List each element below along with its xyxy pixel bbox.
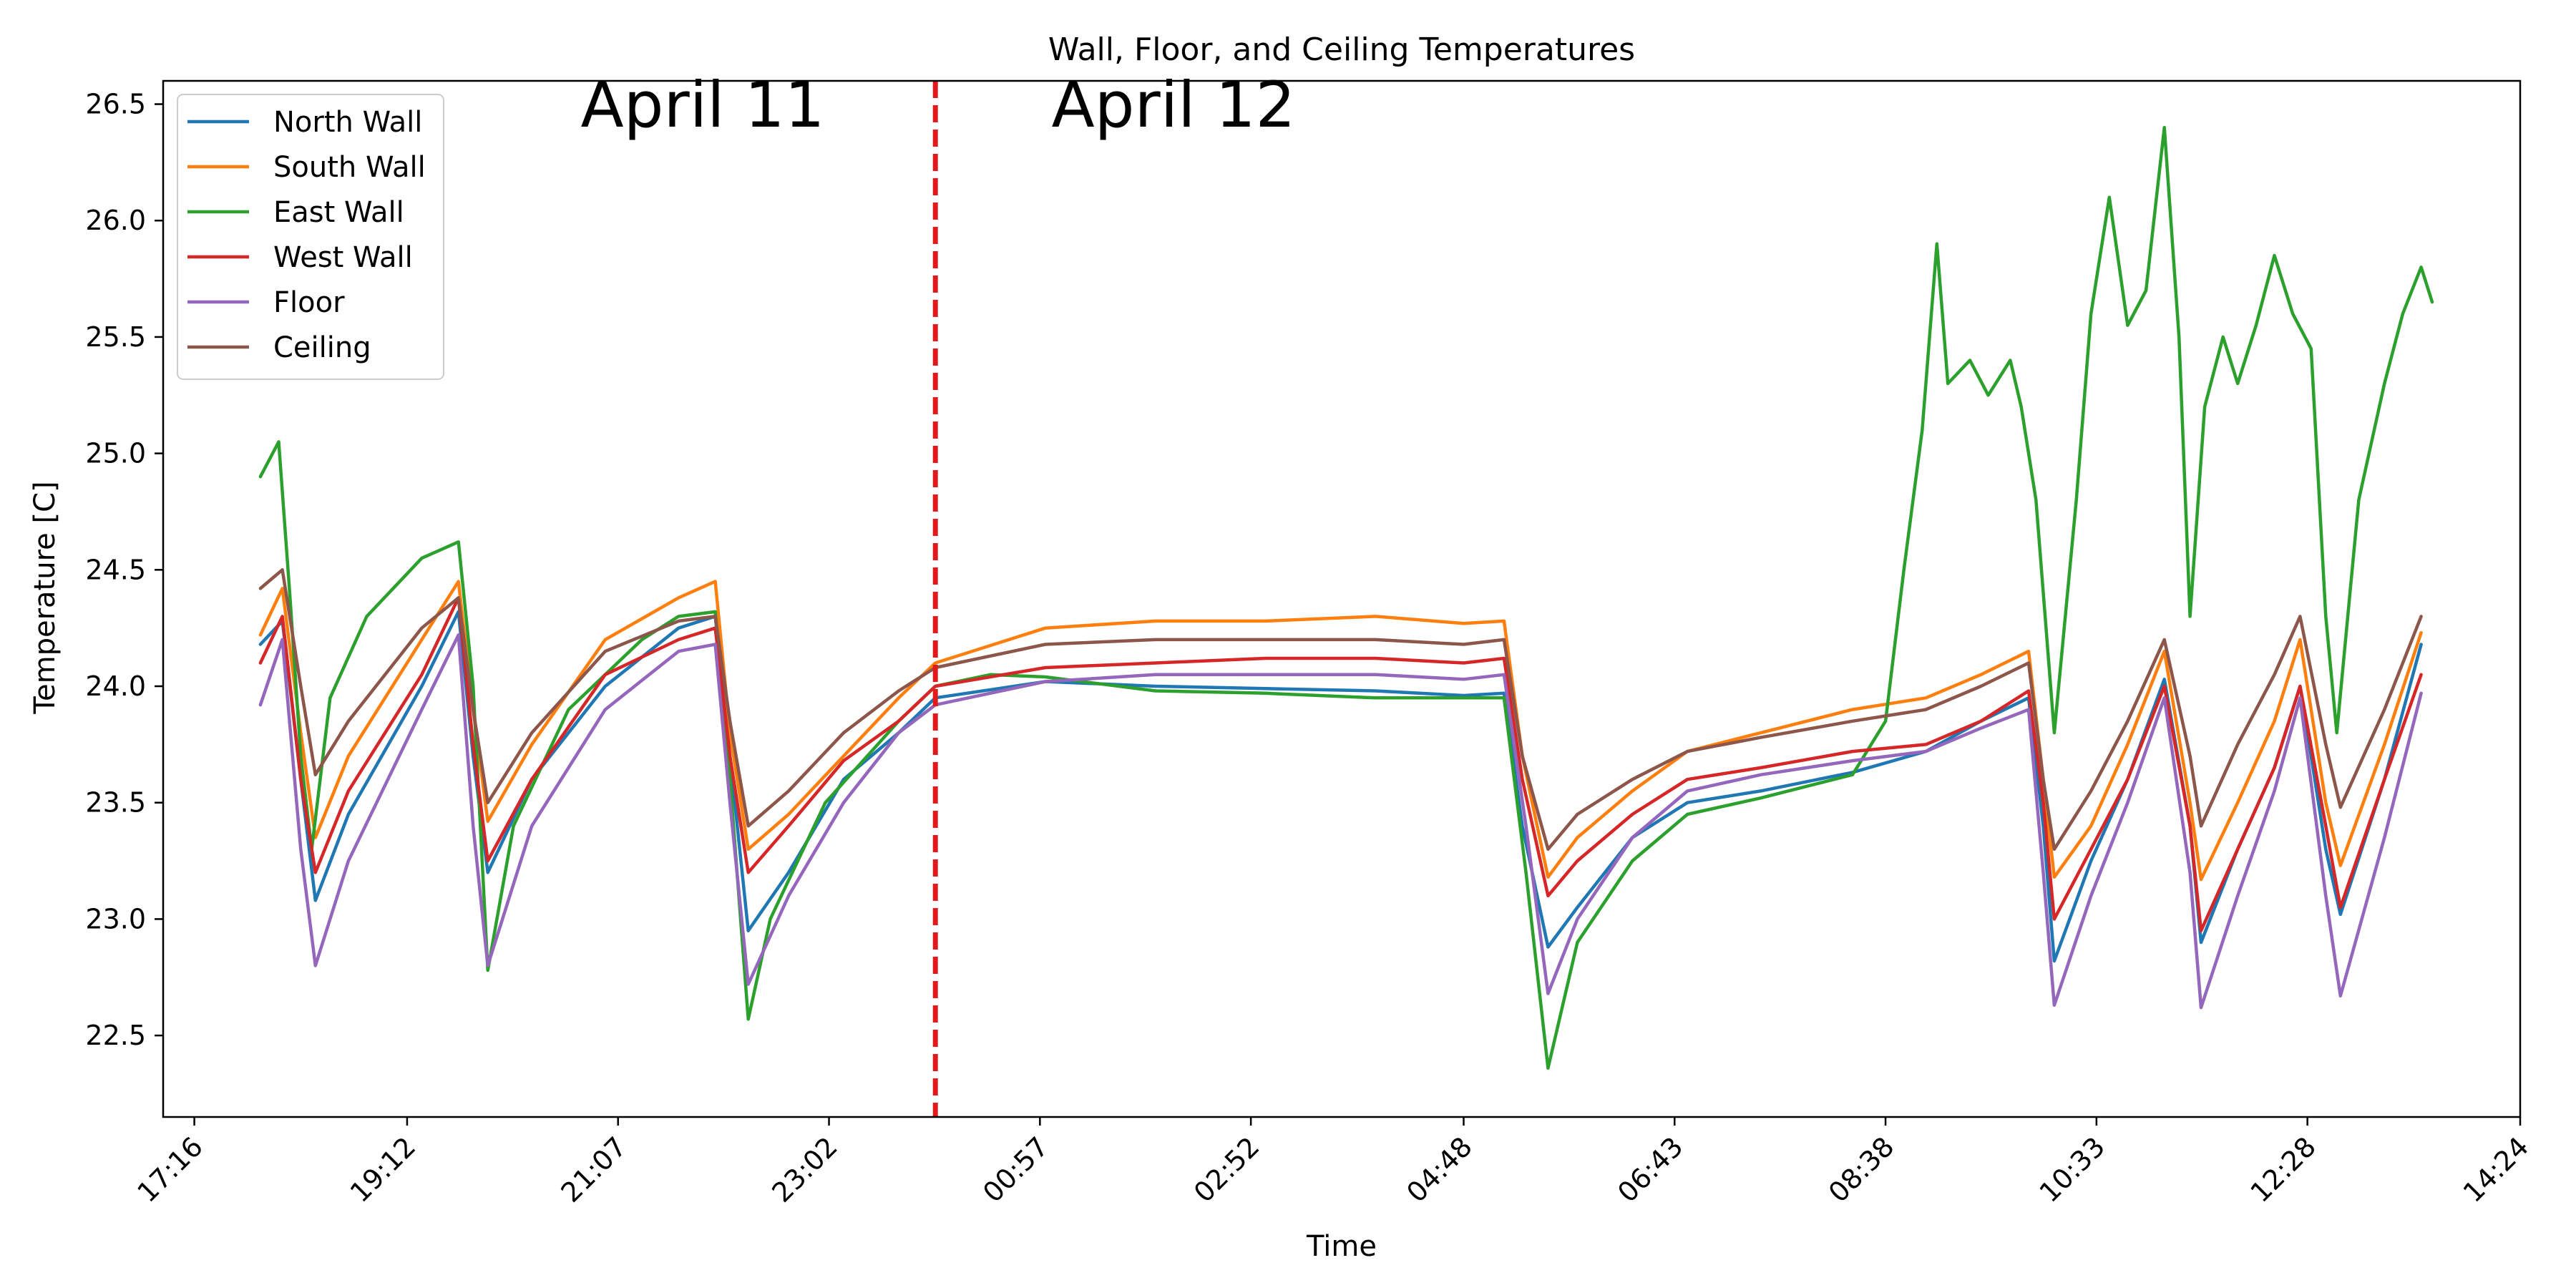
legend-label-floor: Floor [273, 286, 345, 319]
y-tick-label: 24.0 [85, 670, 146, 702]
annotation-april-11: April 11 [580, 68, 824, 142]
series-line-west-wall [258, 596, 2423, 932]
legend-label-south-wall: South Wall [273, 151, 426, 184]
y-tick-label: 24.5 [85, 554, 146, 585]
legend: North Wall South Wall East Wall West Wall Fl… [177, 94, 444, 380]
y-tick-label: 26.5 [85, 89, 146, 120]
plot-frame [162, 79, 2522, 1118]
legend-label-ceiling: Ceiling [273, 331, 371, 364]
y-tick-label: 23.5 [85, 787, 146, 819]
y-tick-label: 26.0 [85, 205, 146, 236]
y-axis: 22.5 23.0 23.5 24.0 24.5 25.0 25.5 26.0 26.5 [85, 89, 163, 1051]
y-axis-title: Temperature [C] [29, 481, 62, 714]
series-line-south-wall [258, 580, 2423, 882]
legend-label-north-wall: North Wall [273, 106, 422, 139]
chart-title: Wall, Floor, and Ceiling Temperatures [1048, 31, 1635, 68]
y-tick-label: 23.0 [85, 903, 146, 935]
x-axis-title: Time [1306, 1230, 1377, 1263]
series-layer [258, 125, 2434, 1070]
y-tick-label: 22.5 [85, 1020, 146, 1051]
legend-label-west-wall: West Wall [273, 241, 413, 274]
series-line-ceiling [258, 568, 2423, 852]
annotation-april-12: April 12 [1051, 68, 1295, 142]
series-line-east-wall [258, 125, 2434, 1070]
series-line-floor [258, 633, 2423, 1010]
y-tick-label: 25.5 [85, 321, 146, 353]
legend-label-east-wall: East Wall [273, 196, 404, 229]
y-tick-label: 25.0 [85, 438, 146, 469]
